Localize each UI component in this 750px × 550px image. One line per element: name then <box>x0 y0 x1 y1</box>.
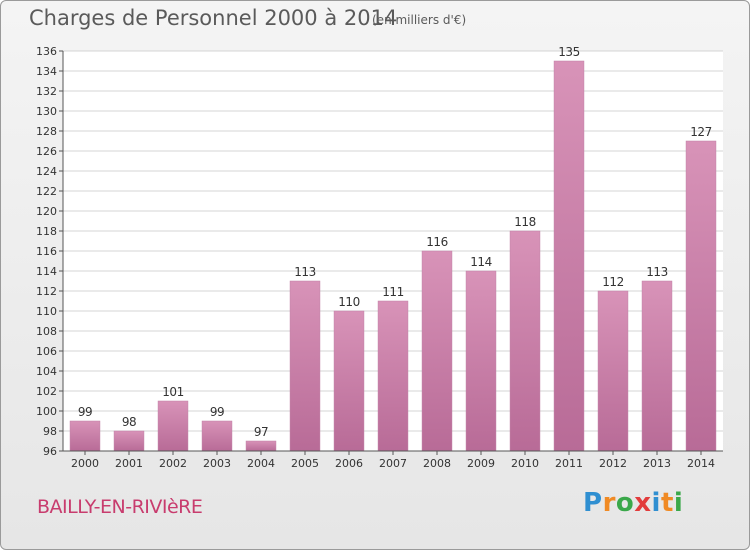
data-label: 127 <box>690 125 711 139</box>
bar <box>553 60 585 452</box>
data-label: 111 <box>382 285 403 299</box>
y-tick-label: 128 <box>36 125 57 138</box>
bar <box>289 280 321 452</box>
brand-letter: o <box>615 488 635 518</box>
y-tick-label: 122 <box>36 185 57 198</box>
data-label: 118 <box>514 215 535 229</box>
y-tick-label: 106 <box>36 345 57 358</box>
brand-letter: t <box>660 488 674 518</box>
data-label: 112 <box>602 275 623 289</box>
data-label: 114 <box>470 255 491 269</box>
y-tick-label: 100 <box>36 405 57 418</box>
y-tick-label: 116 <box>36 245 57 258</box>
bar <box>377 300 409 452</box>
chart-subtitle: (en milliers d'€) <box>372 13 467 27</box>
bar <box>641 280 673 452</box>
x-tick-label: 2007 <box>379 457 407 470</box>
data-label: 116 <box>426 235 447 249</box>
y-tick-label: 96 <box>43 445 57 458</box>
x-tick-label: 2008 <box>423 457 451 470</box>
x-tick-label: 2012 <box>599 457 627 470</box>
data-label: 101 <box>162 385 183 399</box>
location-name: BAILLY-EN-RIVIèRE <box>37 496 203 518</box>
x-tick-label: 2001 <box>115 457 143 470</box>
brand-letter: i <box>651 488 661 518</box>
bar <box>69 420 101 452</box>
bar <box>245 440 277 452</box>
bar <box>597 290 629 452</box>
brand-letter: x <box>634 488 652 518</box>
y-tick-label: 134 <box>36 65 57 78</box>
y-tick-label: 110 <box>36 305 57 318</box>
x-tick-label: 2011 <box>555 457 583 470</box>
bar <box>113 430 145 452</box>
bar <box>157 400 189 452</box>
bar <box>465 270 497 452</box>
bar <box>509 230 541 452</box>
x-tick-label: 2010 <box>511 457 539 470</box>
y-tick-label: 132 <box>36 85 57 98</box>
bar <box>685 140 717 452</box>
data-label: 113 <box>646 265 667 279</box>
y-tick-label: 126 <box>36 145 57 158</box>
data-label: 97 <box>254 425 268 439</box>
bar <box>333 310 365 452</box>
y-tick-label: 124 <box>36 165 57 178</box>
x-tick-label: 2006 <box>335 457 363 470</box>
x-tick-label: 2009 <box>467 457 495 470</box>
x-tick-label: 2004 <box>247 457 275 470</box>
bar <box>421 250 453 452</box>
y-tick-label: 104 <box>36 365 57 378</box>
brand-letter: i <box>673 488 684 518</box>
bar <box>201 420 233 452</box>
x-tick-label: 2003 <box>203 457 231 470</box>
data-label: 99 <box>78 405 92 419</box>
x-tick-label: 2002 <box>159 457 187 470</box>
data-label: 113 <box>294 265 315 279</box>
y-tick-label: 118 <box>36 225 57 238</box>
x-tick-label: 2000 <box>71 457 99 470</box>
y-tick-label: 120 <box>36 205 57 218</box>
brand-letter: P <box>583 488 603 518</box>
x-tick-label: 2014 <box>687 457 715 470</box>
y-tick-label: 112 <box>36 285 57 298</box>
chart-title: Charges de Personnel 2000 à 2014 <box>29 6 398 30</box>
y-tick-label: 98 <box>43 425 57 438</box>
y-tick-label: 130 <box>36 105 57 118</box>
x-tick-label: 2005 <box>291 457 319 470</box>
y-tick-label: 114 <box>36 265 57 278</box>
brand-logo[interactable]: Proxiti <box>583 488 683 518</box>
data-label: 135 <box>558 45 579 59</box>
y-tick-label: 102 <box>36 385 57 398</box>
data-label: 98 <box>122 415 136 429</box>
data-label: 110 <box>338 295 359 309</box>
y-tick-label: 136 <box>36 45 57 58</box>
y-tick-label: 108 <box>36 325 57 338</box>
brand-letter: r <box>602 488 616 518</box>
x-tick-label: 2013 <box>643 457 671 470</box>
data-label: 99 <box>210 405 224 419</box>
